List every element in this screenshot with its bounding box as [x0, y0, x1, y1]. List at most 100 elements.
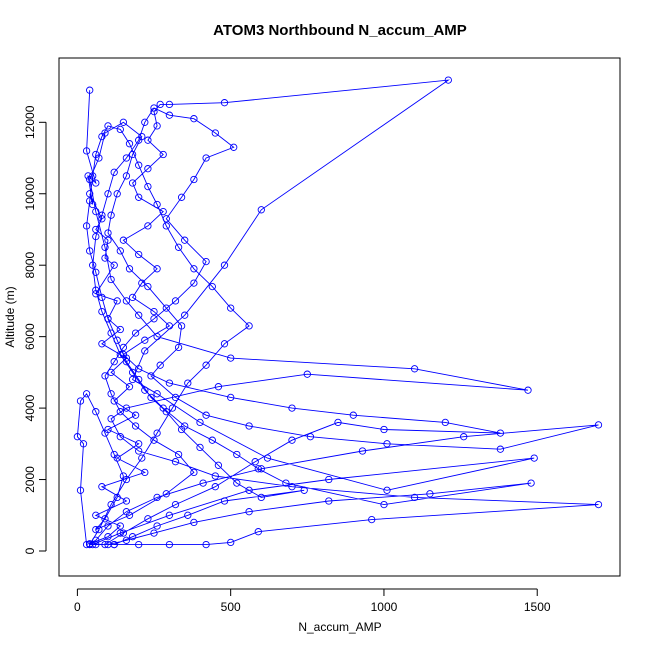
data-point: [202, 154, 210, 162]
data-point: [168, 404, 177, 412]
data-point: [82, 222, 91, 230]
data-point: [92, 290, 100, 298]
data-point: [410, 493, 419, 502]
data-point: [153, 429, 161, 437]
data-point: [119, 118, 128, 126]
data-point: [119, 529, 128, 537]
data-point: [288, 483, 296, 491]
data-point: [594, 421, 603, 429]
data-point: [101, 254, 109, 262]
data-point: [131, 422, 140, 430]
data-point: [92, 232, 100, 241]
data-point: [110, 168, 118, 176]
data-point: [92, 268, 100, 276]
data-point: [107, 390, 115, 398]
data-point: [135, 136, 143, 144]
data-point: [153, 390, 161, 398]
data-point: [524, 386, 532, 394]
data-point: [159, 207, 167, 216]
data-point: [211, 129, 219, 137]
data-point: [116, 325, 124, 334]
data-point: [227, 538, 235, 547]
y-axis: 0 2000 4000 6000 8000 10000 12000: [23, 105, 47, 554]
data-point: [383, 440, 391, 448]
data-point: [230, 143, 238, 151]
data-point: [116, 408, 124, 416]
data-point: [410, 365, 419, 373]
data-point: [257, 493, 265, 502]
data-point: [162, 215, 170, 223]
data-point: [79, 440, 88, 448]
data-point: [101, 372, 109, 380]
data-point: [530, 454, 538, 462]
data-point: [153, 332, 161, 341]
data-point: [92, 207, 100, 216]
data-point: [92, 286, 100, 294]
data-point: [138, 454, 146, 462]
data-point: [214, 461, 223, 469]
data-point: [116, 433, 124, 441]
data-point: [107, 500, 115, 509]
data-point: [220, 497, 229, 505]
x-tick-label: 0: [74, 600, 81, 614]
data-point: [135, 540, 143, 549]
data-point: [131, 329, 140, 337]
data-point: [159, 150, 167, 159]
data-point: [254, 528, 262, 536]
data-point: [113, 336, 121, 344]
data-point: [174, 343, 183, 352]
data-point: [131, 411, 140, 419]
data-point: [95, 525, 103, 534]
data-point: [150, 107, 158, 116]
x-axis-label: N_accum_AMP: [298, 620, 381, 634]
data-point: [150, 315, 158, 323]
data-point: [113, 297, 121, 305]
data-point: [251, 458, 259, 466]
data-point: [98, 483, 106, 491]
data-point: [104, 236, 112, 244]
data-point: [92, 536, 100, 544]
data-point: [116, 247, 124, 255]
data-point: [141, 336, 149, 344]
data-point: [227, 354, 235, 362]
data-point: [202, 257, 210, 266]
data-point: [165, 100, 174, 109]
data-point: [125, 265, 134, 273]
data-point: [162, 304, 170, 312]
data-point: [165, 322, 174, 330]
data-point: [122, 172, 131, 180]
data-point: [162, 408, 170, 416]
data-point: [82, 540, 91, 549]
data-point: [211, 472, 219, 480]
data-point: [89, 172, 97, 180]
data-point: [135, 440, 143, 448]
data-point: [245, 322, 253, 330]
data-point: [98, 211, 106, 219]
data-point: [128, 368, 137, 377]
data-point: [98, 215, 106, 223]
data-point: [245, 486, 253, 494]
data-point: [104, 229, 112, 237]
data-point: [128, 293, 137, 302]
data-point: [144, 282, 152, 291]
data-point: [110, 261, 118, 269]
data-point: [82, 390, 91, 398]
data-point: [245, 508, 253, 516]
data-point: [144, 182, 152, 191]
data-point: [76, 486, 85, 494]
data-point: [233, 450, 241, 459]
data-point: [98, 293, 106, 302]
data-point: [113, 190, 121, 198]
data-point: [82, 147, 91, 155]
data-point: [122, 404, 131, 412]
data-point: [153, 122, 161, 130]
data-point: [122, 536, 131, 544]
data-point: [113, 493, 121, 502]
data-point: [156, 100, 164, 109]
data-point: [101, 243, 109, 251]
data-point: [125, 511, 134, 519]
data-point: [141, 468, 149, 477]
data-point: [86, 86, 94, 94]
data-point: [380, 500, 388, 509]
data-point: [98, 307, 106, 316]
